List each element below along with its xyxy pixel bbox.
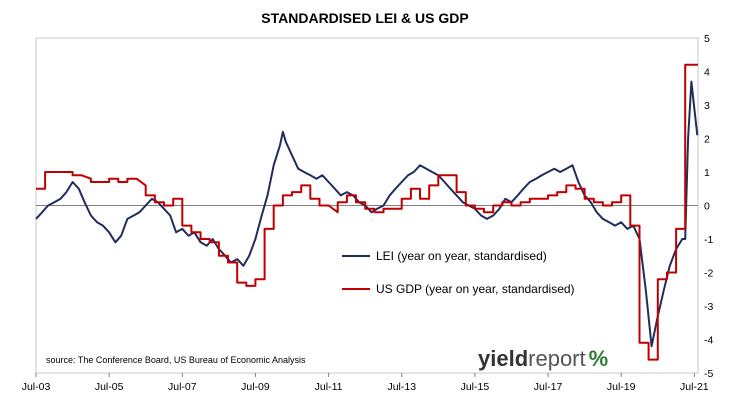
series-group xyxy=(35,63,699,361)
x-tick-label: Jul-05 xyxy=(95,381,124,393)
x-tick-label: Jul-13 xyxy=(387,381,416,393)
logo-part-yield: yield xyxy=(478,346,528,371)
x-tick-label: Jul-19 xyxy=(607,381,636,393)
source-note: source: The Conference Board, US Bureau … xyxy=(46,355,306,365)
x-tick-label: Jul-11 xyxy=(315,381,343,393)
y-tick-label: 4 xyxy=(704,67,710,79)
x-tick-label: Jul-09 xyxy=(241,381,270,393)
x-tick-label: Jul-15 xyxy=(461,381,490,393)
legend-label-lei: LEI (year on year, standardised) xyxy=(376,249,547,263)
x-axis: Jul-03 Jul-05 Jul-07 Jul-09 Jul-11 Jul-13 Jul-… xyxy=(22,373,709,393)
y-tick-label: 3 xyxy=(704,100,710,112)
logo-part-report: report xyxy=(528,346,585,371)
y-tick-label: -3 xyxy=(704,301,713,313)
y-tick-label: 2 xyxy=(704,134,710,146)
x-tick-label: Jul-21 xyxy=(680,381,709,393)
series-line-lei xyxy=(35,80,699,348)
yieldreport-logo: yieldreport% xyxy=(478,346,608,371)
legend-label-gdp: US GDP (year on year, standardised) xyxy=(376,282,575,296)
legend: LEI (year on year, standardised) US GDP … xyxy=(342,249,575,296)
y-tick-label: -2 xyxy=(704,268,713,280)
x-tick-label: Jul-07 xyxy=(168,381,197,393)
series-line-gdp xyxy=(36,63,698,361)
logo-part-percent: % xyxy=(589,346,609,371)
y-tick-label: -4 xyxy=(704,335,713,347)
x-tick-label: Jul-03 xyxy=(22,381,51,393)
y-tick-label: -5 xyxy=(704,368,713,380)
y-tick-label: 5 xyxy=(704,33,710,45)
y-tick-label: -1 xyxy=(704,234,713,246)
x-tick-label: Jul-17 xyxy=(534,381,563,393)
y-tick-label: 1 xyxy=(704,167,710,179)
chart-title: STANDARDISED LEI & US GDP xyxy=(261,10,468,26)
y-tick-label: 0 xyxy=(704,201,710,213)
y-axis: -5 -4 -3 -2 -1 0 1 2 3 4 5 xyxy=(704,33,713,380)
